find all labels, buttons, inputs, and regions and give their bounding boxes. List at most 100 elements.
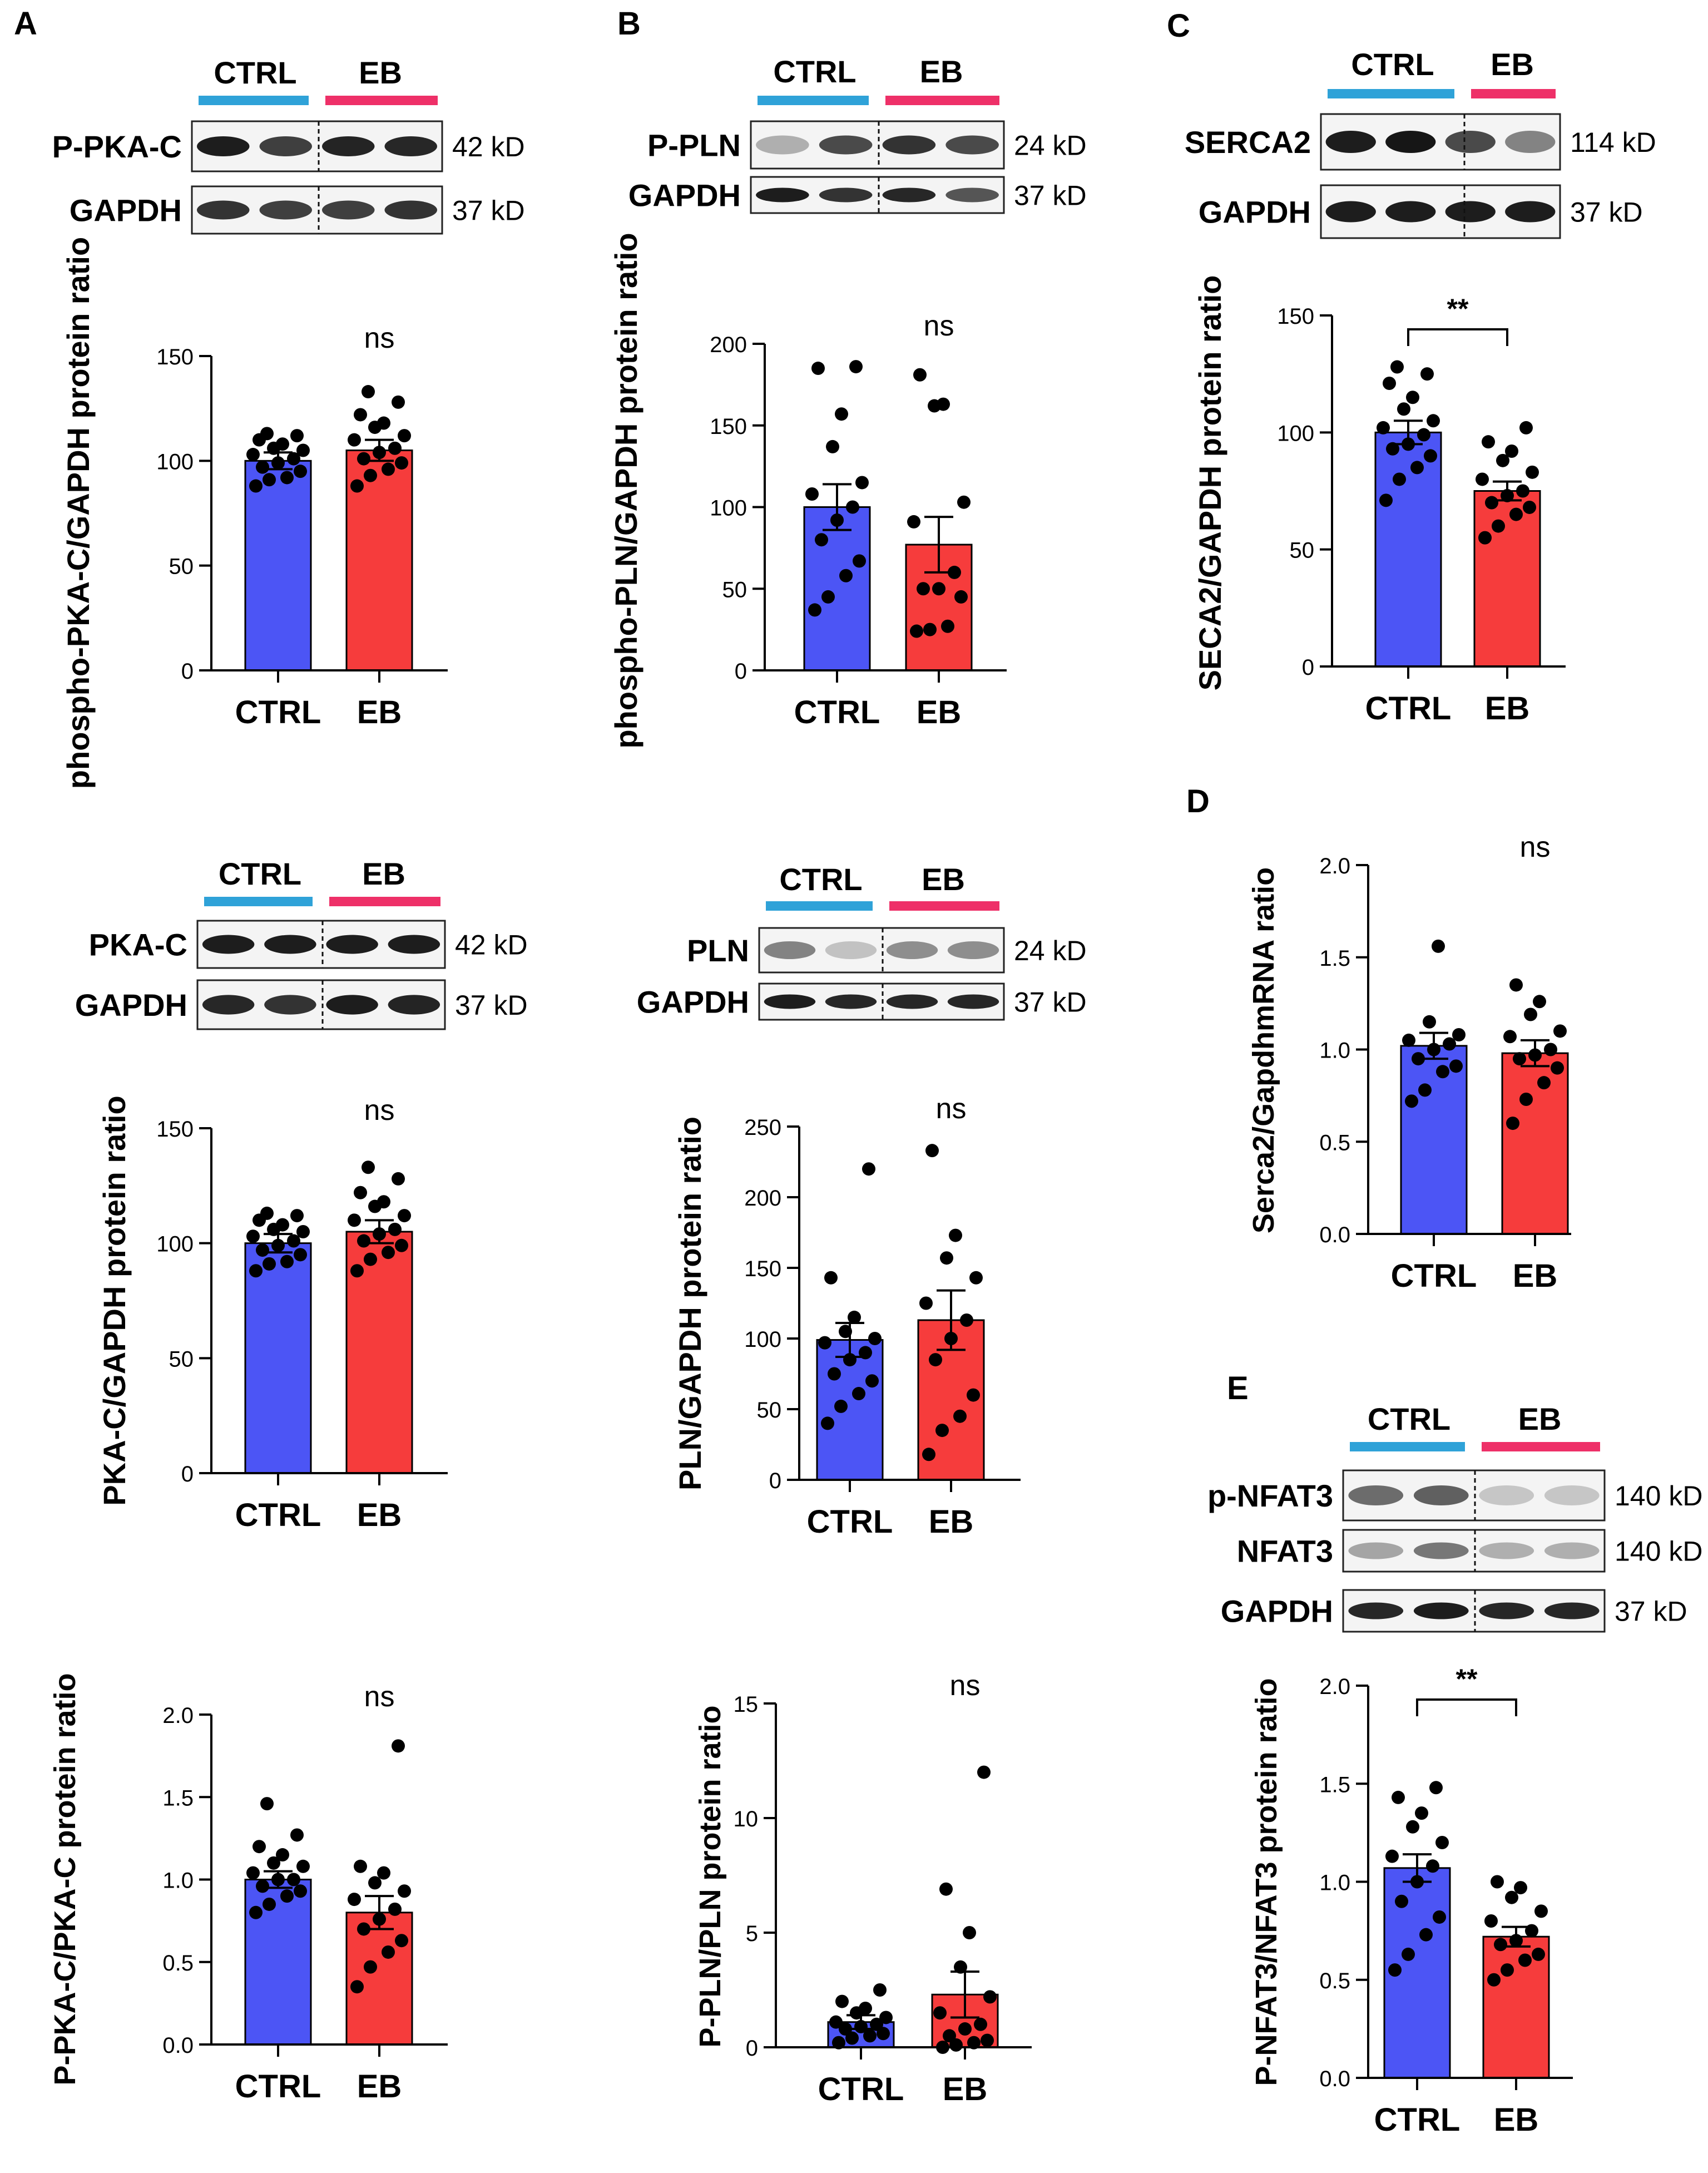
data-point (826, 439, 839, 453)
data-point (373, 446, 386, 460)
data-point (1516, 484, 1529, 498)
blot-ctrl-line (1350, 1442, 1465, 1451)
data-point (392, 1172, 405, 1186)
y-tick-label: 0 (1302, 655, 1314, 680)
data-point (967, 1388, 980, 1402)
data-point (974, 2017, 987, 2031)
significance-label: ** (1447, 293, 1469, 324)
significance-label: ns (364, 1094, 395, 1127)
y-tick-label: 0.0 (1319, 2067, 1350, 2091)
data-point (1509, 507, 1523, 521)
panel-label-e: E (1227, 1370, 1249, 1406)
data-point (1386, 442, 1399, 456)
x-category-label: EB (357, 2068, 402, 2105)
blot-band (322, 136, 375, 156)
chart-c1: 0 50 100 150 CTRL EB SECA2/GAPDH protein ratio… (1192, 275, 1566, 727)
data-point (863, 2029, 877, 2043)
data-point (1537, 1076, 1551, 1090)
data-point (271, 456, 285, 470)
data-point (1418, 1083, 1432, 1097)
blot-band (756, 187, 809, 203)
data-point (949, 1228, 962, 1242)
data-point (1449, 1059, 1463, 1073)
blot-kd-label: 37 kD (452, 195, 525, 226)
data-point (354, 1859, 367, 1873)
blot-band (264, 995, 316, 1015)
blot-band (326, 935, 378, 954)
data-point (1484, 1914, 1498, 1928)
data-point (1505, 444, 1518, 458)
data-point (373, 1912, 386, 1926)
data-point (1433, 1910, 1446, 1924)
bar-eb (1501, 1052, 1569, 1235)
blot-band (764, 994, 816, 1009)
blot-band (259, 136, 312, 156)
data-point (388, 1222, 402, 1236)
x-category-label: EB (943, 2071, 988, 2107)
data-point (853, 554, 866, 568)
significance-label: ns (950, 1670, 981, 1702)
chart-a2: 0 50 100 150 CTRL EB PKA-C/GAPDH protein ratio… (97, 1094, 448, 1533)
data-point (249, 1264, 263, 1278)
blot-band (947, 994, 999, 1009)
data-point (1523, 500, 1536, 514)
blot-row-label: GAPDH (628, 178, 741, 213)
data-point (923, 623, 937, 636)
significance-bracket (1416, 1698, 1517, 1716)
data-point (1388, 1963, 1402, 1977)
blot-b1: CTRL EB P-PLN 24 kD GAPDH 37 kD (628, 54, 1087, 214)
y-tick-label: 5 (746, 1922, 758, 1946)
data-point (1505, 1890, 1518, 1904)
y-tick-label: 1.0 (1319, 1871, 1350, 1895)
blot-band (388, 995, 440, 1015)
data-point (276, 437, 289, 451)
data-point (1390, 360, 1404, 374)
x-category-label: EB (929, 1504, 974, 1540)
significance-label: ns (924, 310, 954, 342)
data-point (287, 1234, 300, 1248)
data-point (954, 590, 968, 604)
y-tick-label: 2.0 (1319, 1675, 1350, 1699)
blot-band (945, 187, 999, 203)
data-point (350, 479, 364, 493)
data-point (832, 2036, 845, 2049)
data-point (395, 1238, 408, 1252)
blot-eb-header: EB (920, 54, 963, 89)
blot-band (1445, 131, 1496, 153)
data-point (1406, 391, 1419, 404)
blot-band (1348, 1485, 1404, 1505)
data-point (805, 487, 819, 501)
data-point (290, 1828, 304, 1842)
data-point (256, 1243, 269, 1257)
data-point (821, 590, 835, 604)
data-point (1519, 1093, 1533, 1107)
data-point (395, 1934, 408, 1948)
x-category-label: EB (357, 694, 402, 730)
data-point (981, 2033, 994, 2047)
data-point (937, 397, 950, 411)
blot-kd-label: 140 kD (1615, 1536, 1702, 1567)
data-point (256, 460, 269, 474)
x-category-label: EB (1494, 2102, 1539, 2138)
y-tick-label: 150 (1277, 304, 1314, 329)
y-axis-label: PKA-C/GAPDH protein ratio (97, 1095, 132, 1505)
blot-band (1348, 1602, 1404, 1619)
blot-band (882, 135, 936, 155)
y-tick-label: 50 (1290, 539, 1315, 563)
y-tick-label: 0 (769, 1469, 781, 1493)
significance-label: ** (1456, 1663, 1478, 1695)
panel-label-d: D (1186, 783, 1210, 819)
data-point (953, 1409, 967, 1423)
blot-eb-header: EB (359, 55, 402, 90)
blot-band (202, 935, 255, 954)
data-point (276, 1848, 289, 1862)
data-point (280, 1255, 294, 1268)
blot-row-label: SERCA2 (1185, 125, 1311, 160)
data-point (388, 1902, 402, 1916)
blot-band (886, 994, 938, 1009)
data-point (848, 1310, 861, 1324)
data-point (350, 1980, 364, 1994)
chart-d1: 0.0 0.5 1.0 1.5 2.0 CTRL EB Serca2/GapdhmRNA ra… (1247, 831, 1571, 1294)
data-point (1503, 1030, 1517, 1044)
